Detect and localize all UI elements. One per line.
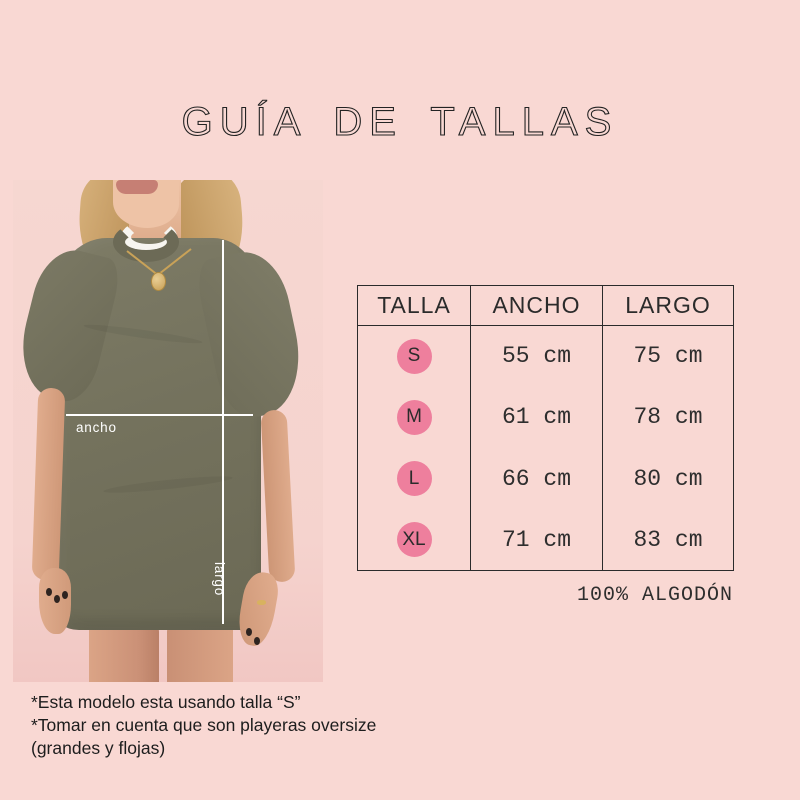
tshirt-collar bbox=[113, 222, 179, 262]
col-header-largo: LARGO bbox=[602, 285, 734, 326]
largo-value: 80 cm bbox=[602, 448, 734, 510]
size-table-header-row: TALLA ANCHO LARGO bbox=[357, 285, 734, 326]
table-row-l: L 66 cm 80 cm bbox=[358, 448, 734, 510]
size-cell: L bbox=[358, 448, 471, 509]
largo-value: 78 cm bbox=[602, 386, 734, 448]
model-photo: ancho largo bbox=[13, 180, 323, 682]
size-cell: S bbox=[358, 326, 471, 387]
size-cell: XL bbox=[358, 509, 471, 570]
size-table: TALLA ANCHO LARGO S 55 cm 75 cm M 61 cm … bbox=[357, 285, 734, 571]
material-note: 100% ALGODÓN bbox=[577, 584, 734, 607]
width-label: ancho bbox=[76, 420, 117, 435]
length-measure-line bbox=[222, 240, 224, 624]
fingernail bbox=[46, 588, 52, 596]
table-row-m: M 61 cm 78 cm bbox=[358, 386, 734, 448]
ancho-value: 66 cm bbox=[470, 448, 603, 510]
col-header-ancho: ANCHO bbox=[470, 285, 603, 326]
fingernail bbox=[254, 637, 260, 645]
ancho-value: 55 cm bbox=[470, 325, 603, 387]
gold-ring bbox=[257, 600, 266, 605]
size-badge-m: M bbox=[396, 399, 432, 435]
necklace-pendant bbox=[151, 272, 166, 291]
footnote-line: (grandes y flojas) bbox=[31, 738, 166, 758]
ancho-value: 71 cm bbox=[470, 509, 603, 571]
ancho-value: 61 cm bbox=[470, 386, 603, 448]
col-header-talla: TALLA bbox=[357, 285, 471, 326]
table-row-xl: XL 71 cm 83 cm bbox=[358, 509, 734, 571]
fingernail bbox=[62, 591, 68, 599]
footnote-line: *Tomar en cuenta que son playeras oversi… bbox=[31, 715, 377, 735]
length-label: largo bbox=[212, 562, 227, 597]
fingernail bbox=[246, 628, 252, 636]
size-badge-l: L bbox=[396, 461, 432, 497]
width-measure-line bbox=[66, 414, 253, 416]
model-arm-right bbox=[260, 409, 296, 583]
largo-value: 83 cm bbox=[602, 509, 734, 571]
size-badge-xl: XL bbox=[396, 522, 432, 558]
model-lips bbox=[116, 180, 158, 194]
largo-value: 75 cm bbox=[602, 325, 734, 387]
fingernail bbox=[54, 595, 60, 603]
size-badge-s: S bbox=[396, 338, 432, 374]
size-cell: M bbox=[358, 387, 471, 448]
footnote-line: *Esta modelo esta usando talla “S” bbox=[31, 692, 301, 712]
footnotes: *Esta modelo esta usando talla “S” *Toma… bbox=[31, 691, 431, 760]
table-row-s: S 55 cm 75 cm bbox=[358, 325, 734, 387]
page-title: GUÍA DE TALLAS bbox=[181, 99, 619, 144]
